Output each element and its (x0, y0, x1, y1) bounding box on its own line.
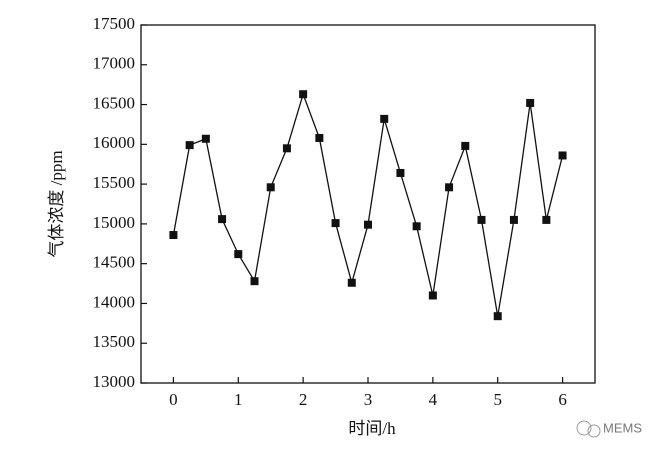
data-point (493, 312, 502, 321)
x-tick-label: 5 (493, 390, 502, 409)
data-point (185, 141, 194, 150)
watermark-icon (576, 420, 601, 438)
y-tick-label: 15500 (93, 173, 136, 192)
data-point (364, 220, 372, 229)
data-point (542, 215, 551, 224)
y-tick-label: 13500 (93, 332, 136, 351)
x-tick-label: 1 (234, 390, 243, 409)
data-point (477, 215, 486, 224)
data-point (234, 250, 243, 259)
watermark: MEMS (603, 420, 642, 435)
data-point (218, 215, 227, 224)
y-tick-label: 14500 (93, 253, 136, 272)
data-point (558, 151, 567, 160)
y-axis-label: 气体浓度 /ppm (47, 150, 66, 257)
data-point (347, 278, 356, 287)
data-point (396, 168, 405, 177)
data-point (315, 133, 324, 142)
y-tick-label: 14000 (93, 292, 136, 311)
x-tick-label: 3 (364, 390, 373, 409)
data-point (266, 183, 275, 192)
data-point (250, 277, 259, 286)
data-point (428, 291, 437, 300)
y-tick-label: 15000 (93, 213, 136, 232)
data-point (380, 114, 389, 123)
data-point (509, 215, 518, 224)
data-point (461, 141, 470, 150)
data-point (282, 144, 291, 153)
y-tick-label: 16500 (93, 93, 136, 112)
x-tick-label: 6 (558, 390, 567, 409)
data-line (172, 92, 564, 317)
y-tick-label: 17000 (93, 54, 136, 73)
data-point (331, 219, 340, 228)
data-point (445, 183, 454, 192)
x-axis-label: 时间/h (348, 419, 396, 438)
plot-frame (140, 24, 596, 384)
y-tick-label: 17500 (93, 14, 136, 33)
x-tick-label: 4 (429, 390, 438, 409)
data-point (299, 90, 308, 99)
data-point (201, 134, 210, 143)
x-tick-label: 0 (169, 390, 178, 409)
data-point (412, 222, 421, 231)
y-tick-label: 13000 (93, 372, 136, 391)
y-tick-label: 16000 (93, 133, 136, 152)
data-point (526, 98, 535, 107)
x-tick-label: 2 (299, 390, 308, 409)
data-point (169, 231, 178, 240)
